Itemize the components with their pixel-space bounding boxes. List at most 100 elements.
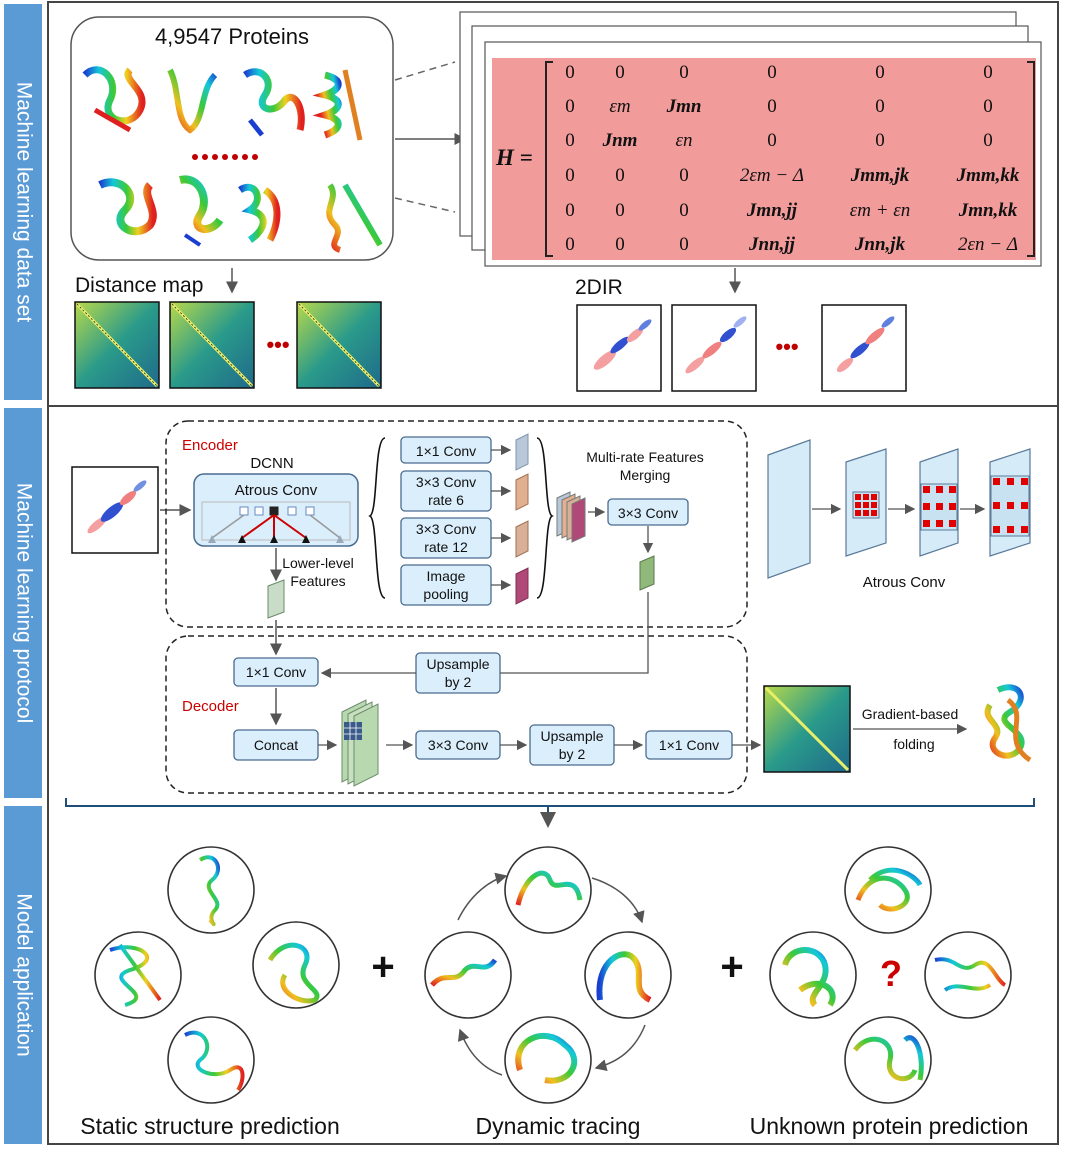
decoder-concat-label: Concat [254,737,298,753]
matrix-cell: 0 [615,200,625,221]
plus-sign-2: + [720,945,743,989]
sidebar-dataset-label: Machine learning data set [12,82,35,323]
matrix-cells: 0 0 0 0 0 0 0 εm Jmn 0 0 0 0 Jnm εn 0 0 0 0 0 0 2εm − Δ Jmm,jk… [565,62,1020,255]
protein-icon-6 [179,175,224,247]
matrix-cell: 0 [565,200,575,221]
matrix-cell: εm + εn [850,200,911,221]
matrix-cell: Jnm [602,130,638,151]
figure-border [47,1,1059,1145]
branch-brace-left [368,437,386,599]
decoder-label: Decoder [182,698,239,715]
decoder-upsample1-label-a: Upsample [426,656,489,672]
matrix-cell: 0 [565,62,575,83]
matrix-cell: 0 [679,165,689,186]
protein-icon-1 [82,66,146,133]
branch-brace-right [536,437,554,599]
decoder-upsample1-label-b: by 2 [445,674,472,690]
gradient-label-a: Gradient-based [862,706,959,722]
dynamic-tracing-group [424,846,672,1104]
matrix-cell: 2εn − Δ [958,234,1018,255]
matrix-cell: 0 [767,62,777,83]
static-structure-group [94,846,340,1104]
protein-icon-2 [167,68,218,134]
matrix-cell: εm [609,96,630,117]
ir-spectrum-2 [671,304,757,392]
decoder-conv3-label: 3×3 Conv [428,737,488,753]
ir-spectrum-1 [576,304,662,392]
distance-map-1 [74,301,160,389]
atrous-conv-illustration [767,439,1031,579]
decoder-conv1-box [233,657,319,687]
matrix-cell: 0 [983,62,993,83]
concat-feature-stack [341,699,379,787]
protein-icon-7 [238,184,281,243]
sidebar-application-label: Model application [12,893,35,1056]
matrix-cell: 0 [875,96,885,117]
question-mark: ? [880,953,902,994]
merged-feature-stack [556,491,586,543]
lowlevel-feature-block [267,579,285,619]
merge-conv-box [607,498,689,526]
decoder-conv1b-label: 1×1 Conv [659,737,719,753]
protein-icon-3 [243,68,305,137]
matrix-cell: 0 [615,234,625,255]
ellipsis-dots [192,154,258,160]
matrix-cell: 0 [679,234,689,255]
branch-rate6-label-a: 3×3 Conv [416,474,476,490]
matrix-cell: 0 [679,200,689,221]
matrix-cell: Jnn,jj [748,234,796,255]
merge-label-b: Merging [620,467,671,483]
branch-rate12-label-a: 3×3 Conv [416,521,476,537]
dash-connector-top [394,61,456,81]
matrix-cell: 0 [565,234,575,255]
unknown-prediction-label: Unknown protein prediction [750,1113,1029,1139]
ir-ellipsis: ••• [775,334,798,359]
matrix-cell: 0 [615,165,625,186]
matrix-cell: Jmm,kk [956,165,1020,186]
branch-pooling-label-b: pooling [423,586,468,602]
merge-label-a: Multi-rate Features [586,449,703,465]
sidebar-protocol-label: Machine learning protocol [12,483,35,723]
matrix-cell: 0 [565,165,575,186]
input-ir-spectrum [71,466,159,554]
dynamic-tracing-label: Dynamic tracing [476,1113,641,1139]
branch-1x1-label: 1×1 Conv [416,443,476,459]
matrix-background [492,58,1036,260]
matrix-cell: 0 [983,96,993,117]
dcnn-label: DCNN [250,455,293,472]
matrix-symbol: H = [495,145,533,170]
protein-icon-5 [98,178,157,236]
encoder-box [165,420,748,628]
sidebar-application [4,806,42,1144]
branch-pooling-label-a: Image [427,568,466,584]
atrous-caption: Atrous Conv [863,574,946,591]
encoder-label: Encoder [182,437,238,454]
distance-map-ellipsis: ••• [266,332,289,357]
matrix-bracket-left [545,61,553,257]
matrix-cell: Jnn,jk [854,234,906,255]
protocol-bracket [65,798,1035,807]
matrix-cell: 0 [875,130,885,151]
distance-map-label: Distance map [75,274,203,297]
matrix-cell: Jmm,jk [850,165,910,186]
decoder-upsample2-label-b: by 2 [559,746,586,762]
matrix-cell: 2εm − Δ [740,165,804,186]
sidebar-protocol [4,408,42,798]
decoder-upsample2-label-a: Upsample [540,728,603,744]
plus-sign-1: + [371,945,394,989]
distance-map-3 [296,301,382,389]
folded-protein-icon [984,684,1032,763]
lower-level-label-a: Lower-level [282,555,354,571]
matrix-cell: Jmn,jj [746,200,798,221]
matrix-cell: Jmn [666,96,702,117]
ir-spectrum-3 [821,304,907,392]
matrix-cell: 0 [767,130,777,151]
static-prediction-label: Static structure prediction [80,1113,340,1139]
matrix-cell: 0 [983,130,993,151]
matrix-cell: 0 [565,96,575,117]
matrix-cell: 0 [615,62,625,83]
branch-rate12-label-b: rate 12 [424,539,468,555]
merge-conv-label: 3×3 Conv [618,505,678,521]
